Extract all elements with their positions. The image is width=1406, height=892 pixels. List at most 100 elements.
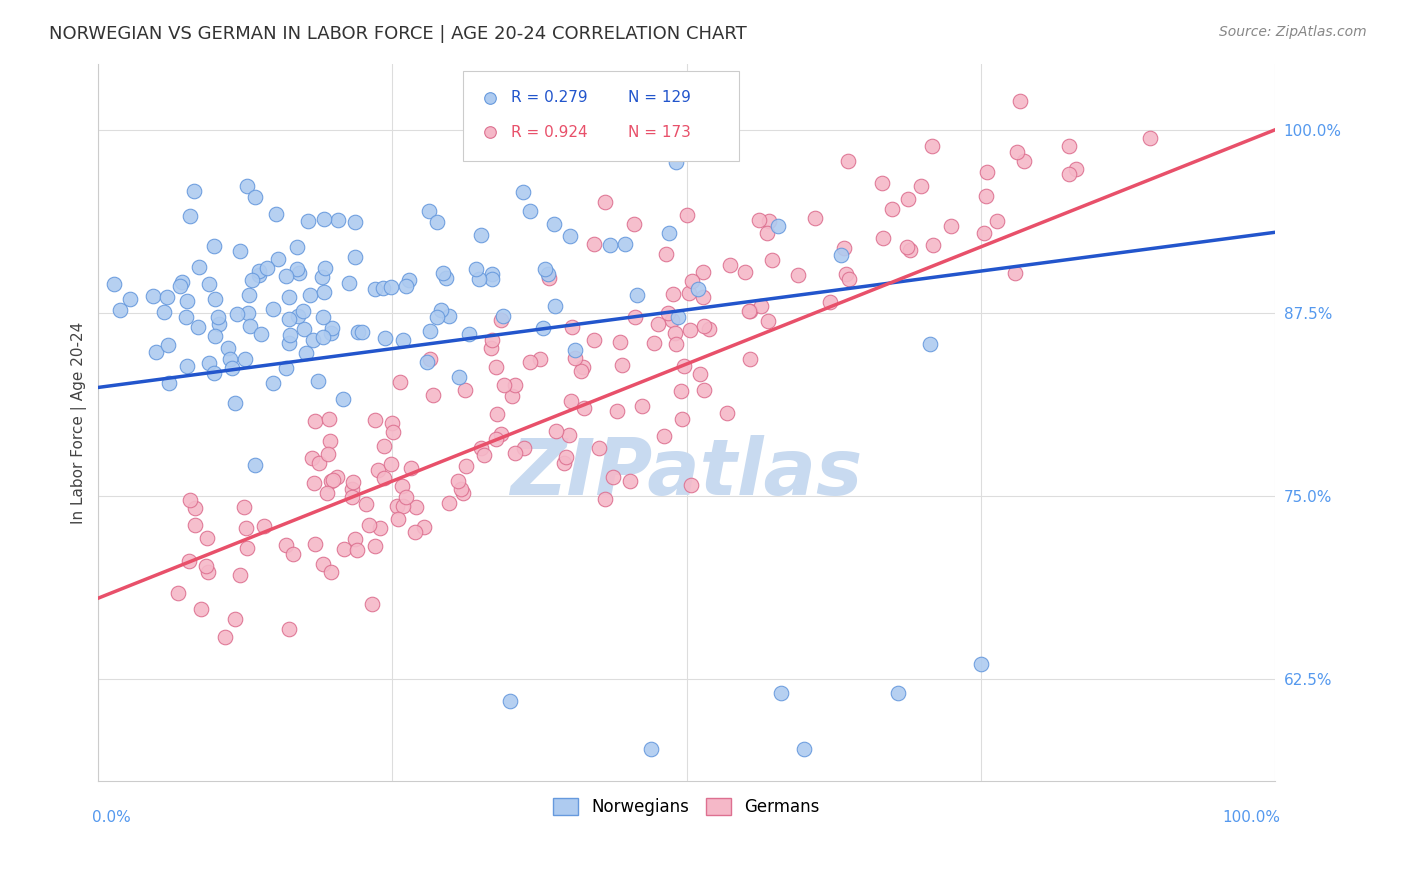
- Point: [692, 319, 714, 334]
- Legend: Norwegians, Germans: Norwegians, Germans: [547, 791, 827, 822]
- Point: [235, 521, 257, 535]
- Point: [388, 376, 411, 390]
- Point: [204, 328, 226, 343]
- Point: [391, 500, 413, 514]
- Point: [758, 314, 780, 328]
- Point: [184, 518, 207, 533]
- Point: [312, 557, 335, 571]
- Point: [1064, 161, 1087, 176]
- Point: [319, 434, 342, 448]
- Point: [658, 226, 681, 240]
- Point: [662, 286, 685, 301]
- Point: [278, 335, 301, 350]
- Point: [740, 304, 762, 318]
- Point: [896, 239, 918, 253]
- Point: [1057, 168, 1080, 182]
- Point: [429, 302, 451, 317]
- Point: [250, 326, 273, 341]
- Point: [749, 299, 772, 313]
- Point: [316, 447, 339, 461]
- Point: [224, 396, 246, 410]
- Point: [202, 239, 225, 253]
- Point: [697, 322, 720, 336]
- Point: [786, 268, 808, 282]
- Point: [481, 272, 503, 286]
- Point: [734, 265, 756, 279]
- Point: [569, 364, 592, 378]
- Point: [647, 317, 669, 331]
- Point: [582, 236, 605, 251]
- Point: [543, 217, 565, 231]
- Point: [198, 356, 221, 370]
- Point: [738, 352, 761, 367]
- Point: [531, 320, 554, 334]
- Point: [332, 392, 354, 406]
- Point: [249, 264, 271, 278]
- Point: [693, 383, 716, 397]
- Point: [368, 521, 391, 535]
- Point: [692, 290, 714, 304]
- Point: [418, 203, 440, 218]
- Point: [588, 441, 610, 455]
- Point: [838, 271, 860, 285]
- Point: [554, 450, 576, 464]
- Point: [479, 192, 502, 206]
- Point: [314, 261, 336, 276]
- Text: Source: ZipAtlas.com: Source: ZipAtlas.com: [1219, 25, 1367, 39]
- Point: [501, 389, 523, 403]
- Text: 0.0%: 0.0%: [93, 810, 131, 825]
- Point: [405, 500, 427, 514]
- Point: [1004, 267, 1026, 281]
- Point: [197, 566, 219, 580]
- Point: [492, 377, 515, 392]
- Point: [157, 376, 180, 390]
- Point: [755, 226, 778, 240]
- Point: [803, 211, 825, 225]
- Point: [385, 499, 408, 513]
- Point: [619, 474, 641, 488]
- Point: [626, 288, 648, 302]
- Point: [326, 470, 349, 484]
- Point: [142, 289, 165, 303]
- Point: [156, 290, 179, 304]
- Point: [170, 275, 193, 289]
- Point: [381, 425, 404, 439]
- Point: [758, 214, 780, 228]
- Point: [321, 326, 343, 340]
- Point: [492, 309, 515, 323]
- Point: [177, 554, 200, 568]
- Point: [236, 305, 259, 319]
- Point: [897, 192, 920, 206]
- Point: [156, 337, 179, 351]
- Point: [311, 270, 333, 285]
- Point: [404, 524, 426, 539]
- Point: [561, 320, 583, 334]
- Point: [1139, 131, 1161, 145]
- Point: [169, 279, 191, 293]
- Point: [529, 352, 551, 367]
- Point: [465, 261, 488, 276]
- Point: [537, 267, 560, 281]
- Point: [398, 272, 420, 286]
- Point: [599, 238, 621, 252]
- Point: [419, 324, 441, 338]
- Point: [373, 439, 395, 453]
- Point: [226, 307, 249, 321]
- Point: [343, 251, 366, 265]
- Point: [190, 602, 212, 616]
- Point: [318, 412, 340, 426]
- Point: [361, 597, 384, 611]
- Point: [602, 469, 624, 483]
- Point: [229, 567, 252, 582]
- Point: [380, 457, 402, 471]
- Point: [661, 313, 683, 327]
- Point: [391, 479, 413, 493]
- Point: [373, 281, 395, 295]
- Point: [614, 236, 637, 251]
- Point: [387, 511, 409, 525]
- Point: [221, 360, 243, 375]
- Point: [606, 404, 628, 418]
- Point: [716, 406, 738, 420]
- Point: [679, 478, 702, 492]
- Point: [252, 518, 274, 533]
